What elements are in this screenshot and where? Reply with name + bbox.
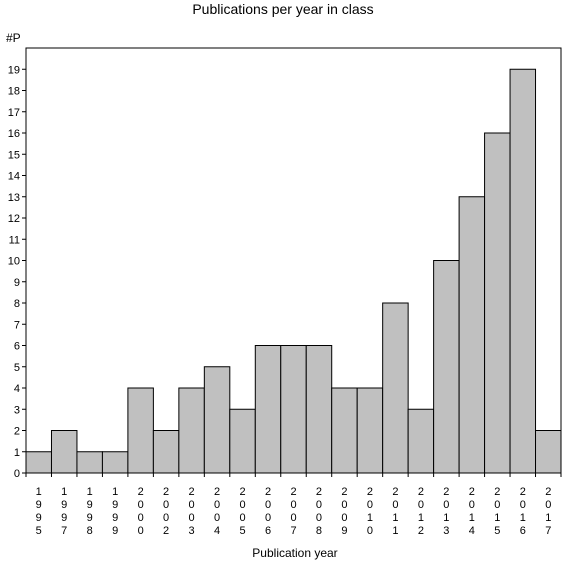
bar-1999: [101, 451, 129, 474]
y-tick-label: 19: [8, 64, 20, 76]
bar-2000: [127, 387, 154, 474]
bar-2002: [152, 430, 180, 474]
y-tick-label: 0: [14, 468, 20, 480]
y-tick-label: 3: [14, 404, 20, 416]
y-tick-label: 10: [8, 256, 20, 268]
bar-2013: [433, 260, 460, 474]
y-tick-label: 12: [8, 213, 20, 225]
bar-2007: [280, 345, 307, 474]
y-tick-label: 6: [14, 341, 20, 353]
y-tick-label: 5: [14, 362, 20, 374]
bar-1995: [25, 451, 52, 474]
y-tick-label: 4: [14, 383, 20, 395]
bar-2006: [254, 345, 282, 474]
y-tick-label: 11: [9, 234, 20, 246]
bar-1997: [50, 430, 78, 474]
y-tick-label: 9: [14, 277, 20, 289]
bar-2016: [509, 68, 537, 474]
y-tick-label: 17: [8, 107, 20, 119]
y-tick-label: 13: [8, 192, 20, 204]
y-tick-label: 7: [14, 319, 20, 331]
bar-2012: [407, 408, 435, 474]
y-tick-label: 14: [8, 171, 20, 183]
y-tick-label: 18: [8, 86, 20, 98]
bar-2009: [331, 387, 358, 474]
x-axis: 1 9 9 5 1 9 9 7 1 9 9 8 1 9 9 9 2 0 0 0 2 0 0 2 2 0 0 3 2 0 0 4 2 0 0 5 2 0 0 6…: [25, 473, 562, 537]
bar-1998: [76, 451, 103, 474]
y-tick-label: 8: [14, 298, 20, 310]
y-tick-label: 2: [14, 426, 20, 438]
bars-group: [25, 68, 562, 474]
bar-2004: [203, 366, 231, 474]
bar-2010: [356, 387, 384, 474]
bar-2011: [382, 302, 409, 474]
bar-2005: [229, 408, 256, 474]
bar-2017: [535, 430, 562, 474]
bar-2014: [458, 196, 486, 474]
y-tick-label: 1: [14, 447, 20, 459]
y-axis-label: #P: [6, 31, 21, 45]
bar-2008: [305, 345, 333, 474]
bar-2015: [484, 132, 511, 474]
bar-2003: [178, 387, 205, 474]
x-axis-label: Publication year: [252, 546, 337, 560]
y-tick-label: 16: [8, 128, 20, 140]
chart-title: Publications per year in class: [192, 1, 373, 17]
y-tick-label: 15: [8, 149, 20, 161]
